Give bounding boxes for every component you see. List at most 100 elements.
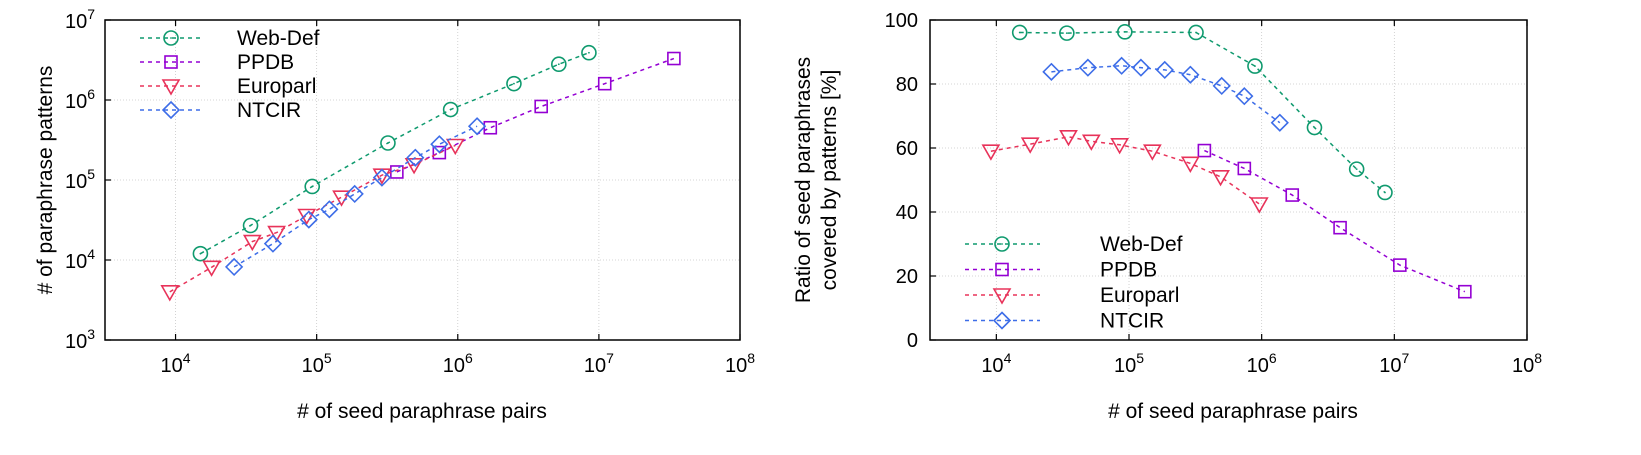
left-axes: 104 105 106 107 108 103 104 105 106 107: [65, 6, 755, 377]
x-tick-label: 107: [584, 350, 614, 377]
legend-label: NTCIR: [237, 99, 301, 122]
legend-item: Web-Def: [140, 27, 320, 50]
left-grid: [105, 20, 740, 340]
y-tick-label: 40: [896, 202, 918, 224]
data-point-dot: [199, 252, 202, 255]
data-point: [1237, 161, 1252, 176]
legend-label: Europarl: [1100, 284, 1179, 307]
x-tick-label: 105: [302, 350, 332, 377]
right-plot-frame: [929, 19, 1528, 341]
legend-label: Web-Def: [1100, 233, 1183, 256]
legend-item: Europarl: [140, 75, 316, 98]
data-point: [1270, 113, 1289, 132]
legend-item: PPDB: [140, 51, 294, 74]
data-point: [1211, 170, 1230, 187]
data-point: [1059, 130, 1078, 147]
data-point: [1155, 60, 1174, 80]
x-tick-label: 108: [725, 350, 755, 377]
series-europarl: [160, 138, 465, 302]
data-point: [1110, 138, 1130, 155]
legend-marker: [164, 55, 178, 69]
data-point: [551, 56, 567, 73]
y-tick-label: 104: [65, 246, 95, 273]
legend-marker: [163, 30, 179, 46]
left-plot-frame: [104, 19, 741, 341]
data-point: [1458, 284, 1472, 299]
data-point: [263, 234, 283, 253]
legend-marker: [992, 311, 1012, 330]
data-point-dot: [513, 82, 515, 85]
data-point: [581, 44, 597, 61]
data-point: [320, 200, 339, 219]
data-point: [1247, 58, 1263, 74]
series-line: [1051, 65, 1281, 124]
data-point: [242, 234, 262, 252]
y-tick-label: 60: [896, 138, 918, 160]
data-point: [1042, 62, 1061, 81]
data-point: [1180, 156, 1200, 173]
data-point: [299, 210, 318, 229]
data-point: [445, 138, 465, 156]
legend-label: Web-Def: [237, 27, 320, 50]
data-point: [1348, 161, 1365, 177]
data-point: [597, 76, 612, 91]
data-point: [442, 101, 459, 118]
data-point: [297, 208, 317, 226]
data-point-dot: [1065, 32, 1068, 35]
data-point: [406, 148, 425, 167]
x-tick-label: 106: [1247, 350, 1277, 377]
data-point-dot: [1254, 65, 1256, 67]
y-tick-label: 107: [65, 6, 95, 33]
legend-marker: [161, 100, 181, 120]
data-point-dot: [588, 51, 590, 54]
y-tick-label: 100: [885, 10, 918, 32]
data-point: [345, 184, 364, 204]
data-point-dot: [1355, 168, 1358, 171]
data-point: [1377, 184, 1393, 201]
data-point: [304, 178, 321, 195]
data-point-dot: [449, 108, 452, 111]
series-ntcir: [224, 117, 487, 277]
legend-marker: [992, 288, 1012, 305]
x-tick-label: 104: [981, 350, 1011, 377]
chart-right: # of seed paraphrase pairs Ratio of seed…: [792, 10, 1542, 423]
legend-label: NTCIR: [1100, 310, 1164, 333]
data-point: [1235, 87, 1254, 106]
y-tick-label: 80: [896, 74, 918, 96]
legend-item: PPDB: [965, 259, 1157, 282]
legend-item: NTCIR: [140, 99, 301, 122]
data-point: [483, 120, 498, 135]
y-tick-label: 106: [65, 86, 95, 113]
y-tick-label: 105: [65, 166, 95, 193]
data-point-dot: [1018, 31, 1021, 34]
series-line: [1019, 31, 1386, 194]
data-point: [1059, 25, 1075, 41]
data-point: [1181, 65, 1200, 84]
left-y-axis-label: # of paraphrase patterns: [34, 66, 57, 295]
data-point-dot: [1384, 191, 1386, 194]
series-line: [233, 125, 478, 268]
data-point: [1197, 143, 1212, 158]
series-ppdb: [390, 51, 681, 179]
legend-label: PPDB: [237, 51, 294, 74]
left-x-axis-label: # of seed paraphrase pairs: [297, 400, 547, 423]
data-point: [432, 145, 447, 160]
x-tick-label: 104: [161, 350, 191, 377]
x-tick-label: 107: [1379, 350, 1409, 377]
x-tick-label: 105: [1114, 350, 1144, 377]
data-point: [380, 135, 396, 151]
data-point-dot: [387, 142, 389, 144]
legend-item: Europarl: [965, 284, 1179, 307]
data-point-dot: [557, 63, 560, 66]
right-y-axis-label-line2: covered by patterns [%]: [818, 70, 841, 291]
data-point-dot: [311, 185, 314, 188]
data-point: [267, 225, 286, 243]
data-point: [430, 135, 449, 154]
data-point: [202, 260, 221, 277]
data-point: [1188, 24, 1204, 41]
legend-item: NTCIR: [965, 310, 1164, 333]
data-point: [192, 245, 209, 262]
legend-item: Web-Def: [965, 233, 1183, 256]
